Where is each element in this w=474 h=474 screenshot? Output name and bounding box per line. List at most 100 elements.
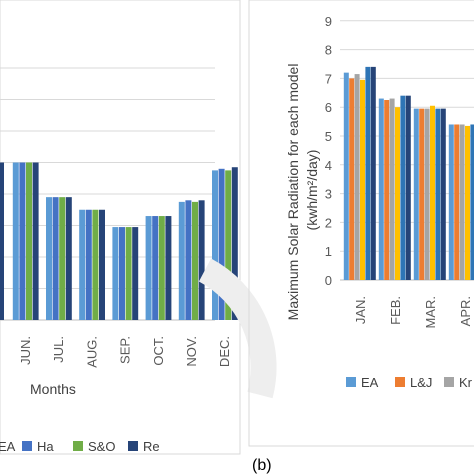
left-bar [165, 216, 172, 320]
left-bar [152, 216, 159, 320]
legend-label: Kr [459, 375, 473, 390]
left-bar [119, 227, 125, 320]
legend-label: L&J [410, 375, 432, 390]
right-x-ticks: JAN. FEB. MAR. APR. [353, 296, 473, 329]
right-bar [424, 108, 430, 280]
left-bar [231, 167, 238, 320]
right-bar [459, 124, 465, 280]
left-bar [85, 209, 92, 320]
right-bar [419, 108, 425, 280]
right-bar [378, 98, 384, 280]
right-y-tick-label: 6 [325, 100, 332, 115]
right-y-tick-label: 0 [325, 273, 332, 288]
left-bar [92, 209, 99, 320]
subfigure-caption: (b) [252, 457, 272, 474]
left-legend: EA Ha S&O Re [0, 439, 160, 454]
left-bar [65, 197, 72, 320]
left-bar [0, 162, 4, 320]
left-bar [185, 200, 192, 320]
right-y-axis-label-line2: (kwh/m²/day) [304, 150, 320, 231]
right-bar [435, 108, 441, 280]
left-x-tick-label: DEC. [217, 336, 232, 367]
right-y-tick-label: 7 [325, 71, 332, 86]
right-legend: EA L&J Kr [346, 375, 473, 390]
right-bar [413, 108, 419, 280]
legend-swatch [22, 441, 32, 451]
left-bar [192, 201, 198, 320]
right-x-tick-label: JAN. [353, 296, 368, 324]
left-panel-frame [0, 0, 241, 455]
right-bar [384, 100, 390, 280]
left-x-axis-label: Months [30, 381, 76, 397]
legend-swatch [128, 441, 138, 451]
left-bar [178, 201, 185, 320]
right-bar [454, 124, 460, 280]
legend-swatch [395, 377, 405, 387]
left-bar [112, 227, 119, 320]
left-x-tick-label: NOV. [184, 336, 199, 367]
legend-label: EA [0, 439, 16, 454]
left-bar [132, 227, 139, 320]
left-bar [46, 197, 52, 320]
left-x-ticks: JUN. JUL. AUG. SEP. OCT. NOV. DEC. [18, 336, 232, 368]
legend-label: Ha [37, 439, 54, 454]
left-x-tick-label: AUG. [84, 336, 99, 368]
right-bar [360, 79, 365, 280]
right-bar [354, 74, 360, 280]
right-bar [470, 124, 474, 280]
legend-swatch [444, 377, 454, 387]
right-bar [400, 95, 406, 281]
right-y-tick-label: 4 [325, 158, 332, 173]
left-bar [198, 200, 205, 320]
right-bar [395, 107, 400, 280]
left-bar [99, 209, 105, 320]
left-x-tick-label: OCT. [151, 336, 166, 366]
legend-label: EA [361, 375, 379, 390]
right-y-axis-label-line1: Maximum Solar Radiation for each model [285, 64, 301, 321]
right-bars [343, 66, 474, 281]
right-y-tick-label: 1 [325, 244, 332, 259]
right-y-tick-label: 5 [325, 129, 332, 144]
right-bar [405, 95, 411, 281]
legend-swatch [346, 377, 356, 387]
left-x-tick-label: JUN. [18, 336, 33, 365]
left-bar [52, 197, 59, 320]
right-y-tick-label: 3 [325, 187, 332, 202]
right-bar [440, 108, 446, 280]
right-bar [365, 66, 371, 280]
right-x-tick-label: APR. [458, 296, 473, 326]
left-bar [12, 162, 19, 320]
left-x-tick-label: JUL. [51, 336, 66, 363]
right-y-tick-label: 8 [325, 43, 332, 58]
right-y-tick-label: 9 [325, 14, 332, 29]
right-bar [343, 72, 349, 280]
left-x-tick-label: SEP. [118, 336, 133, 364]
left-bar [32, 162, 39, 320]
right-bar [465, 125, 470, 280]
left-bar [125, 227, 132, 320]
left-bar [59, 197, 66, 320]
right-y-ticks: 0 1 2 3 4 5 6 7 8 9 [325, 14, 332, 288]
right-panel-frame [248, 0, 474, 447]
right-bar [349, 78, 355, 281]
left-bar [225, 170, 232, 320]
left-bar [145, 216, 152, 320]
left-bar [158, 216, 165, 320]
left-bar [19, 162, 26, 320]
left-bar [218, 168, 225, 320]
right-bar [448, 124, 454, 280]
right-bar [430, 105, 435, 280]
right-y-axis-label: Maximum Solar Radiation for each model (… [285, 60, 320, 321]
legend-label: Re [143, 439, 160, 454]
right-bar [370, 66, 376, 280]
left-bar [26, 162, 32, 320]
left-bars [0, 162, 238, 320]
legend-label: S&O [88, 439, 115, 454]
legend-swatch [73, 441, 83, 451]
right-x-tick-label: FEB. [388, 296, 403, 325]
right-bar [389, 98, 395, 280]
left-bar [212, 170, 218, 320]
left-bar [79, 209, 86, 320]
right-x-tick-label: MAR. [423, 296, 438, 329]
